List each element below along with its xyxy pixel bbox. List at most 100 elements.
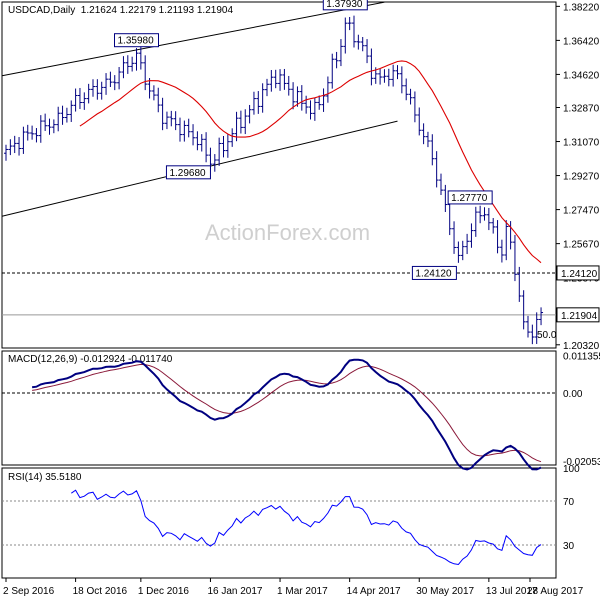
ohlc-bar bbox=[399, 66, 404, 94]
ohlc-bar bbox=[473, 206, 478, 237]
ohlc-bar bbox=[330, 53, 335, 89]
ohlc-bar bbox=[104, 73, 109, 95]
price-panel-header: USDCAD,Daily 1.21624 1.22179 1.21193 1.2… bbox=[8, 5, 233, 16]
ohlc-bar bbox=[151, 85, 156, 101]
rsi-axis-tick-label: 30 bbox=[563, 541, 575, 552]
price-annotation: 1.35980 bbox=[114, 33, 159, 48]
price-axis-tick-label: 1.34620 bbox=[563, 70, 600, 81]
ohlc-bar bbox=[47, 118, 52, 135]
ohlc-bar bbox=[334, 51, 339, 69]
ohlc-bar bbox=[291, 82, 296, 110]
ohlc-bar bbox=[247, 104, 252, 124]
ohlc-bar bbox=[360, 36, 365, 52]
ohlc-bar bbox=[265, 78, 269, 97]
ohlc-bar bbox=[69, 100, 74, 122]
header-close: 1.21904 bbox=[197, 5, 234, 16]
price-axis-tick-label: 1.27470 bbox=[563, 206, 600, 217]
ohlc-bar bbox=[212, 154, 217, 172]
price-annotation-label: 1.27770 bbox=[451, 193, 488, 204]
ohlc-bar bbox=[526, 315, 530, 338]
rsi-line bbox=[71, 489, 542, 566]
price-axis-marker: 1.21904 bbox=[556, 307, 600, 323]
price-annotation: 1.29680 bbox=[165, 165, 211, 180]
ohlc-bar bbox=[12, 135, 17, 154]
price-axis-tick-label: 1.36420 bbox=[563, 36, 600, 47]
ohlc-bar bbox=[160, 97, 165, 131]
ohlc-bar bbox=[130, 56, 135, 72]
price-annotation-box bbox=[411, 265, 457, 280]
ohlc-bar bbox=[478, 205, 483, 224]
x-axis-tick-label: 18 Oct 2016 bbox=[73, 586, 128, 597]
ohlc-bar bbox=[404, 78, 409, 101]
ohlc-bar bbox=[391, 64, 396, 87]
annotation-layer: 1.35980 1.37930 1.29680 1.27770 1.24120 bbox=[114, 0, 493, 280]
ohlc-bar bbox=[482, 207, 487, 221]
macd-panel-frame bbox=[1, 350, 557, 466]
price-axis-tick-label: 1.29270 bbox=[563, 172, 600, 183]
ohlc-bar bbox=[299, 85, 304, 111]
ohlc-bar bbox=[321, 88, 326, 112]
ohlc-bar bbox=[534, 312, 539, 344]
ohlc-bar bbox=[8, 139, 13, 156]
ohlc-bar bbox=[30, 125, 35, 140]
ohlc-bar bbox=[251, 91, 256, 115]
ohlc-bar bbox=[495, 220, 500, 254]
ohlc-bar bbox=[191, 124, 196, 146]
ohlc-bar bbox=[108, 71, 113, 87]
fib-level-label: 50.0 bbox=[537, 330, 557, 341]
ohlc-bar bbox=[352, 15, 356, 48]
price-annotation: 1.37930 bbox=[322, 0, 368, 11]
ohlc-bar bbox=[82, 92, 87, 110]
ohlc-bar bbox=[382, 69, 387, 83]
ohlc-bar bbox=[499, 239, 504, 263]
ohlc-bar bbox=[221, 136, 226, 158]
ohlc-bar bbox=[143, 55, 148, 91]
price-annotation: 1.27770 bbox=[447, 190, 493, 205]
moving-average-line bbox=[79, 60, 542, 264]
ohlc-bar bbox=[312, 97, 317, 121]
price-annotation-box bbox=[447, 190, 493, 205]
ohlc-bar bbox=[530, 324, 535, 345]
ohlc-bar bbox=[34, 128, 39, 143]
ohlc-bar bbox=[230, 128, 235, 147]
ohlc-bar bbox=[343, 17, 348, 54]
ohlc-bar bbox=[134, 48, 139, 71]
x-axis-tick-label: 13 Jul 2017 bbox=[486, 586, 538, 597]
ohlc-bar bbox=[256, 91, 261, 114]
macd-line bbox=[31, 358, 542, 471]
ohlc-bar bbox=[243, 109, 248, 135]
ohlc-bar bbox=[43, 113, 48, 131]
header-open: 1.21624 bbox=[81, 5, 118, 16]
x-axis-tick-label: 30 May 2017 bbox=[416, 586, 474, 597]
ohlc-bar bbox=[112, 75, 117, 91]
ohlc-bar bbox=[21, 126, 26, 154]
price-axis-tick-label: 1.38220 bbox=[563, 2, 600, 13]
ohlc-bar bbox=[282, 68, 287, 90]
ohlc-bar bbox=[125, 55, 130, 74]
ohlc-bar bbox=[304, 95, 309, 114]
ohlc-bar bbox=[178, 117, 182, 142]
price-annotation-label: 1.37930 bbox=[326, 0, 363, 10]
ohlc-bar bbox=[308, 100, 313, 120]
x-axis-tick-label: 28 Aug 2017 bbox=[527, 586, 584, 597]
macd-axis-tick-label: 0.00 bbox=[563, 389, 583, 400]
price-annotation-label: 1.35980 bbox=[118, 36, 155, 47]
ohlc-bar bbox=[439, 173, 443, 196]
ohlc-bar bbox=[456, 241, 461, 263]
ohlc-bar bbox=[430, 134, 435, 166]
ohlc-bar bbox=[338, 39, 343, 67]
ohlc-bar bbox=[365, 39, 370, 64]
ohlc-bar bbox=[273, 69, 278, 89]
ohlc-bar bbox=[17, 137, 22, 156]
ohlc-bar bbox=[121, 56, 126, 79]
price-axis-tick-label: 1.20320 bbox=[563, 341, 600, 352]
ohlc-bar bbox=[317, 95, 322, 110]
ohlc-bar bbox=[173, 111, 178, 131]
ohlc-bar bbox=[64, 107, 69, 123]
rsi-axis-tick-label: 70 bbox=[563, 497, 575, 508]
ohlc-bar bbox=[425, 131, 430, 148]
ohlc-bar bbox=[491, 217, 496, 234]
price-annotation: 1.24120 bbox=[411, 265, 457, 280]
